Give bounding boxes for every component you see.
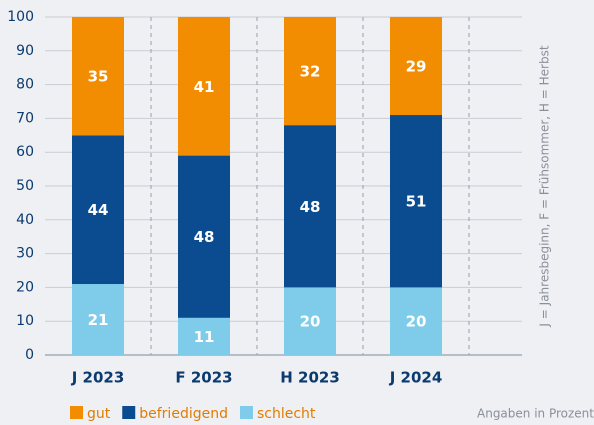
bar-segment — [284, 287, 336, 355]
bar-segment — [178, 17, 230, 156]
bar-segment — [390, 287, 442, 355]
annotation: J = Jahresbeginn, F = Frühsommer, H = He… — [538, 45, 552, 327]
bar-segment — [178, 155, 230, 318]
x-tick-label: H 2023 — [280, 369, 340, 387]
y-tick-label: 20 — [16, 279, 34, 295]
bar-segment — [178, 317, 230, 355]
value-label: 11 — [194, 328, 215, 346]
legend-label: schlecht — [257, 406, 316, 422]
y-tick-label: 0 — [25, 347, 34, 363]
value-label: 48 — [300, 198, 321, 216]
legend-swatch — [70, 406, 83, 419]
y-tick-label: 90 — [16, 43, 34, 59]
value-label: 35 — [88, 68, 109, 86]
bar-segment — [284, 125, 336, 288]
y-tick-label: 30 — [16, 246, 34, 262]
bar-segment — [72, 284, 124, 355]
x-tick-label: J 2023 — [71, 369, 125, 387]
value-label: 44 — [88, 201, 109, 219]
bar-segment — [390, 115, 442, 288]
y-tick-label: 40 — [16, 212, 34, 228]
value-label: 41 — [194, 78, 215, 96]
y-tick-label: 80 — [16, 77, 34, 93]
y-tick-label: 60 — [16, 144, 34, 160]
bar-segment — [284, 17, 336, 126]
x-tick-label: J 2024 — [389, 369, 443, 387]
value-label: 48 — [194, 228, 215, 246]
value-label: 20 — [300, 313, 321, 331]
legend-swatch — [239, 406, 253, 419]
bar-segment — [72, 135, 124, 285]
y-tick-label: 70 — [16, 110, 34, 126]
legend-label: gut — [87, 406, 111, 422]
value-label: 32 — [300, 63, 321, 81]
y-tick-label: 50 — [16, 178, 34, 194]
y-tick-label: 100 — [7, 9, 34, 25]
value-label: 20 — [406, 313, 427, 331]
bar-segment — [72, 17, 124, 136]
value-label: 21 — [88, 311, 109, 329]
y-tick-label: 10 — [16, 313, 34, 329]
annotation: Angaben in Prozent — [477, 407, 594, 421]
value-label: 29 — [406, 58, 427, 76]
legend-label: befriedigend — [139, 406, 228, 422]
bar-segment — [390, 17, 442, 116]
value-label: 51 — [406, 193, 427, 211]
x-tick-label: F 2023 — [175, 369, 232, 387]
legend-swatch — [122, 406, 136, 419]
